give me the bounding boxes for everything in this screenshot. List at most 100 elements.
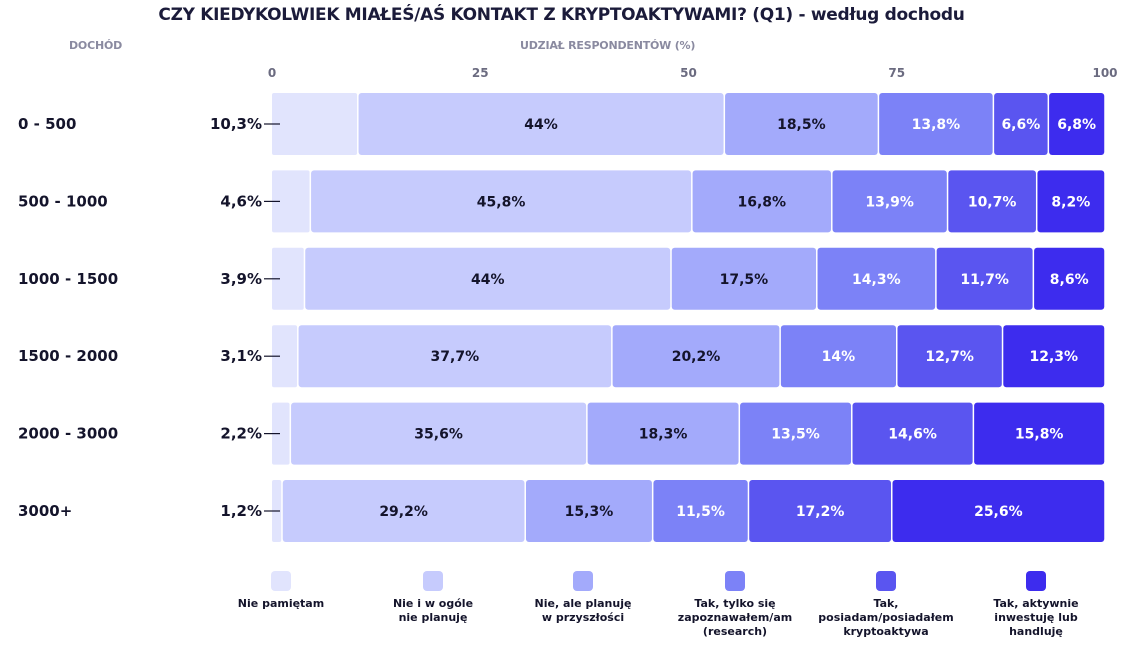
data-label: 15,3% [565, 504, 614, 520]
data-label: 3,9% [220, 270, 262, 288]
data-label: 20,2% [672, 349, 721, 365]
data-label: 6,6% [1001, 117, 1040, 133]
bar-segment [852, 402, 973, 465]
legend-swatch [271, 571, 291, 591]
legend-swatch [573, 571, 593, 591]
data-label: 14% [822, 349, 856, 365]
x-tick-label: 25 [472, 66, 489, 80]
legend-item: Tak, aktywnie inwestuję lub handluję [966, 571, 1106, 639]
legend-item: Tak, posiadam/posiadałem kryptoaktywa [816, 571, 956, 639]
legend-label: Nie i w ogóle nie planuję [392, 597, 474, 624]
category-label: 2000 - 3000 [18, 425, 118, 443]
stacked-bar-chart: 0 25 50 75 100 0 - 500 10,3% 44% 18,5% 13,8% 6,6% 6… [18, 66, 1118, 542]
data-label: 44% [524, 117, 558, 133]
data-label: 8,2% [1051, 194, 1090, 210]
data-label: 10,3% [210, 115, 262, 133]
data-label: 37,7% [431, 349, 480, 365]
chart-legend: Nie pamiętam Nie i w ogóle nie planuję Nie… [0, 571, 1123, 661]
bar-segment [936, 247, 1033, 310]
bar-segment [892, 480, 1105, 542]
category-label: 1000 - 1500 [18, 270, 118, 288]
data-label: 11,5% [676, 504, 725, 520]
x-tick-label: 50 [680, 66, 697, 80]
category-label: 3000+ [18, 502, 72, 520]
bar-segment [272, 170, 310, 233]
bar-segment [358, 93, 724, 155]
legend-swatch [876, 571, 896, 591]
bar-segment [311, 170, 692, 233]
bar-segment [525, 480, 652, 542]
legend-label: Tak, aktywnie inwestuję lub handluję [993, 597, 1079, 638]
data-label: 8,6% [1050, 272, 1089, 288]
bar-segment [671, 247, 817, 310]
bar-segment [272, 247, 304, 310]
bar-segment [653, 480, 748, 542]
category-label: 500 - 1000 [18, 192, 108, 210]
chart-title: CZY KIEDYKOLWIEK MIAŁEŚ/AŚ KONTAKT Z KRY… [158, 5, 965, 25]
bar-segment [1003, 325, 1105, 388]
bar-segment [272, 93, 358, 155]
bar-segment [272, 402, 290, 465]
bar-segment [817, 247, 936, 310]
data-label: 17,2% [796, 504, 845, 520]
bar-segment [832, 170, 947, 233]
data-label: 35,6% [414, 427, 463, 443]
legend-label: Nie, ale planuję w przyszłości [534, 597, 632, 624]
legend-label: Tak, tylko się zapoznawałem/am (research… [677, 597, 793, 638]
data-label: 44% [471, 272, 505, 288]
data-label: 18,3% [639, 427, 688, 443]
bar-segment [879, 93, 993, 155]
data-label: 29,2% [379, 504, 428, 520]
data-label: 2,2% [220, 425, 262, 443]
data-label: 25,6% [974, 504, 1023, 520]
category-label: 0 - 500 [18, 115, 76, 133]
legend-label: Tak, posiadam/posiadałem kryptoaktywa [818, 597, 954, 638]
legend-item: Nie pamiętam [211, 571, 351, 611]
data-label: 13,9% [865, 194, 914, 210]
bar-segment [1037, 170, 1105, 233]
bar-segment [974, 402, 1105, 465]
bar-segment [1049, 93, 1105, 155]
data-label: 45,8% [477, 194, 526, 210]
bar-segment [291, 402, 587, 465]
legend-swatch [725, 571, 745, 591]
data-label: 3,1% [220, 347, 262, 365]
bar-segment [897, 325, 1002, 388]
data-label: 14,3% [852, 272, 901, 288]
legend-item: Nie i w ogóle nie planuję [363, 571, 503, 625]
x-tick-label: 100 [1092, 66, 1117, 80]
bar-segment [780, 325, 896, 388]
category-label: 1500 - 2000 [18, 347, 118, 365]
bar-segment [740, 402, 852, 465]
data-label: 13,5% [771, 427, 820, 443]
bar-segment [749, 480, 892, 542]
bar-segment [612, 325, 780, 388]
legend-swatch [423, 571, 443, 591]
data-label: 16,8% [738, 194, 787, 210]
data-label: 4,6% [220, 192, 262, 210]
legend-swatch [1026, 571, 1046, 591]
data-label: 12,7% [925, 349, 974, 365]
legend-item: Nie, ale planuję w przyszłości [513, 571, 653, 625]
bar-segment [587, 402, 739, 465]
data-label: 17,5% [720, 272, 769, 288]
x-axis-label: UDZIAŁ RESPONDENTÓW (%) [520, 39, 696, 52]
legend-item: Tak, tylko się zapoznawałem/am (research… [665, 571, 805, 639]
data-label: 18,5% [777, 117, 826, 133]
bar-segment [272, 325, 298, 388]
bar-segment [282, 480, 525, 542]
data-label: 13,8% [912, 117, 961, 133]
data-label: 15,8% [1015, 427, 1064, 443]
data-label: 12,3% [1029, 349, 1078, 365]
bar-segment [692, 170, 832, 233]
data-label: 14,6% [888, 427, 937, 443]
bar-segment [298, 325, 612, 388]
data-label: 6,8% [1057, 117, 1096, 133]
bar-segment [994, 93, 1048, 155]
income-column-header: DOCHÓD [69, 39, 123, 52]
x-tick-label: 0 [268, 66, 276, 80]
data-label: 10,7% [968, 194, 1017, 210]
bar-segment [948, 170, 1036, 233]
bar-segment [725, 93, 878, 155]
legend-label: Nie pamiętam [237, 597, 325, 610]
